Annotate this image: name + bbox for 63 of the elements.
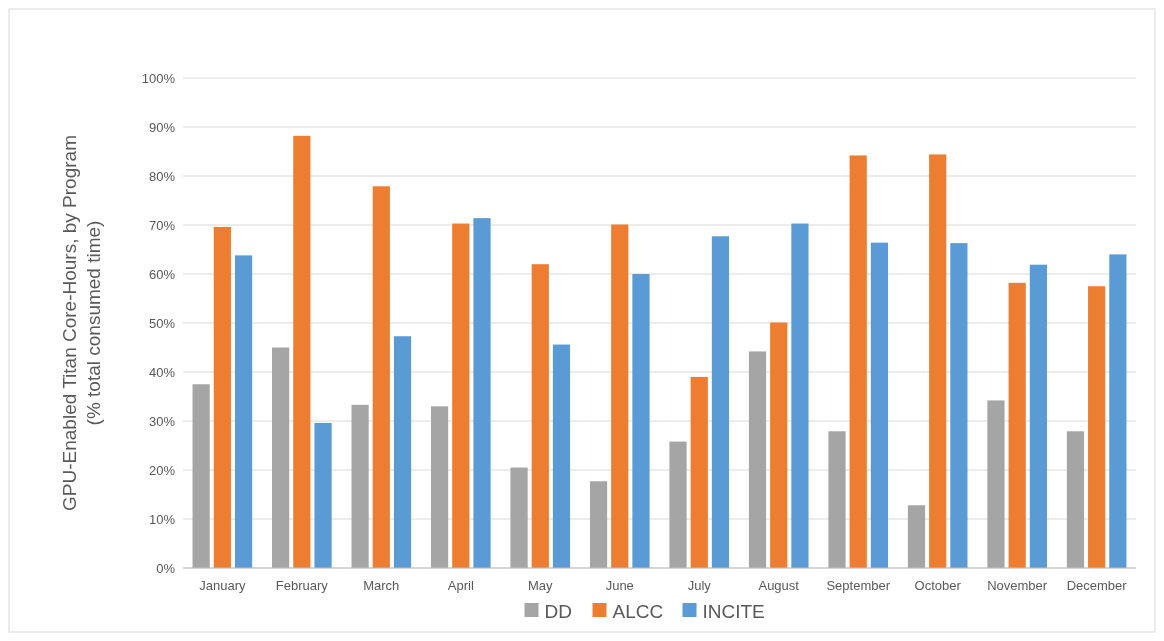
bar bbox=[950, 243, 968, 568]
x-tick-label: June bbox=[605, 578, 634, 593]
x-tick-label: July bbox=[687, 578, 712, 593]
bar bbox=[632, 274, 650, 568]
legend-label: ALCC bbox=[612, 600, 664, 622]
y-tick-label: 70% bbox=[148, 217, 176, 233]
bar bbox=[1109, 254, 1127, 568]
x-tick-label: October bbox=[914, 578, 962, 593]
bar bbox=[293, 135, 311, 568]
x-tick-label: November bbox=[987, 578, 1048, 593]
x-tick-label: March bbox=[363, 578, 400, 593]
bar bbox=[987, 400, 1005, 568]
bar bbox=[669, 441, 687, 568]
bar bbox=[748, 351, 767, 568]
bar bbox=[552, 344, 571, 568]
y-tick-label: 40% bbox=[148, 364, 176, 380]
bar bbox=[192, 384, 210, 568]
bar bbox=[1088, 286, 1106, 568]
y-tick-label: 50% bbox=[148, 315, 176, 331]
y-tick-label: 100% bbox=[141, 70, 176, 86]
bar bbox=[510, 467, 528, 568]
x-tick-label: January bbox=[199, 578, 246, 593]
bar bbox=[1008, 282, 1026, 568]
bar bbox=[452, 223, 470, 568]
legend-label: DD bbox=[544, 600, 572, 622]
bar bbox=[234, 255, 253, 568]
x-tick-label: February bbox=[275, 578, 329, 593]
bar bbox=[430, 406, 449, 568]
bar bbox=[351, 404, 369, 568]
y-tick-label: 20% bbox=[148, 462, 176, 478]
bar bbox=[372, 186, 390, 568]
y-tick-label: 0% bbox=[156, 560, 176, 576]
bar bbox=[870, 242, 889, 568]
bar bbox=[314, 422, 332, 568]
y-tick-label: 60% bbox=[148, 266, 176, 282]
bar bbox=[272, 347, 290, 568]
y-tick-label: 90% bbox=[148, 119, 176, 135]
bar bbox=[907, 505, 926, 568]
bar bbox=[589, 481, 608, 568]
bar bbox=[531, 264, 549, 568]
bar bbox=[690, 376, 708, 568]
bar bbox=[711, 236, 730, 568]
bar bbox=[1029, 264, 1047, 568]
y-tick-label: 80% bbox=[148, 168, 176, 184]
bar bbox=[791, 223, 809, 568]
bar bbox=[393, 336, 412, 568]
bar bbox=[473, 218, 491, 568]
bar bbox=[1066, 431, 1085, 568]
bar bbox=[611, 224, 629, 568]
bar bbox=[770, 322, 788, 568]
x-tick-label: September bbox=[826, 578, 891, 593]
bar bbox=[849, 155, 867, 568]
y-axis-title: GPU-Enabled Titan Core-Hours, by Program (% total consumed time) bbox=[59, 135, 104, 511]
x-tick-label: May bbox=[527, 578, 554, 593]
x-tick-label: April bbox=[447, 578, 474, 593]
legend-label: INCITE bbox=[702, 600, 765, 622]
x-tick-label: August bbox=[758, 578, 800, 593]
bar bbox=[828, 431, 846, 568]
y-tick-label: 30% bbox=[148, 413, 176, 429]
bar bbox=[213, 226, 231, 568]
x-tick-label: December bbox=[1066, 578, 1128, 593]
bar bbox=[929, 154, 947, 568]
y-tick-label: 10% bbox=[148, 511, 176, 527]
